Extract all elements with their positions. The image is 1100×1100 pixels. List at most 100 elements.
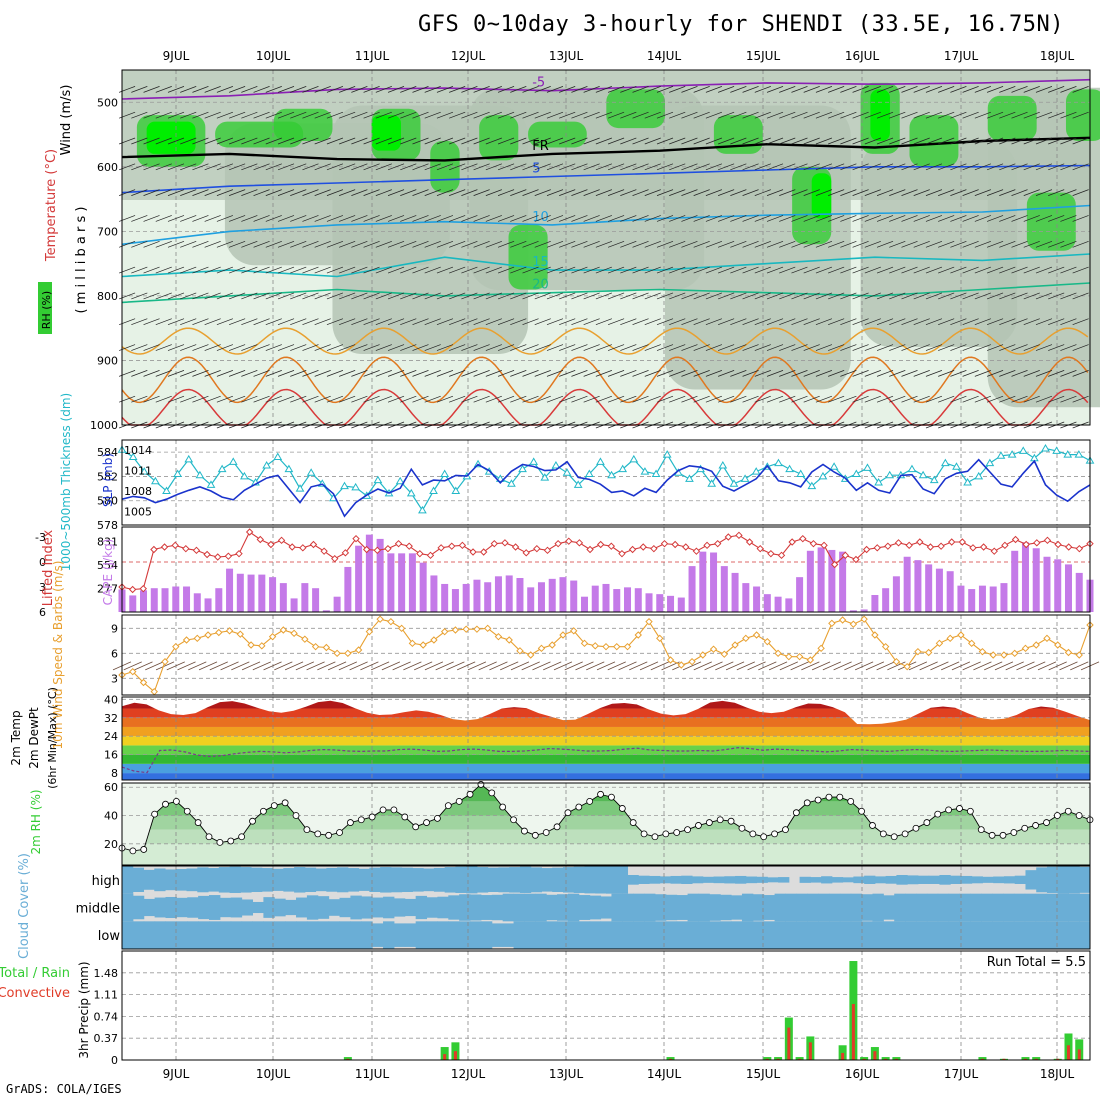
upper-wind-barb: [1072, 318, 1089, 326]
upper-wind-barb: [938, 240, 955, 248]
upper-wind-barb: [326, 266, 344, 274]
thickness-marker-25: [395, 476, 405, 485]
cloud-high-29: [433, 867, 446, 892]
upper-wind-barb: [620, 137, 637, 145]
upper-wind-barb: [1048, 86, 1065, 93]
upper-wind-barb: [913, 240, 930, 248]
upper-wind-barb: [595, 86, 612, 93]
upper-wind-barb: [986, 266, 1004, 274]
rh2m-marker-64: [814, 796, 822, 804]
rh2m-marker-56: [727, 817, 735, 825]
upper-wind-barb: [522, 370, 539, 377]
upper-wind-barb: [925, 86, 943, 93]
cloud-middle-46: [622, 893, 634, 922]
upper-wind-barb: [461, 137, 478, 145]
upper-wind-barb: [718, 344, 735, 351]
upper-wind-barb: [999, 318, 1016, 326]
upper-wind-barb: [204, 215, 221, 222]
wind10-marker-54: [699, 651, 707, 659]
upper-wind-barb: [779, 370, 796, 377]
rh2m-marker-88: [1075, 812, 1083, 819]
upper-wind-barb: [705, 266, 723, 274]
upper-wind-barb: [766, 86, 784, 93]
upper-wind-barb: [290, 318, 307, 326]
wind10-barb-11: [231, 661, 250, 671]
upper-wind-barb: [803, 292, 820, 300]
slp-tick-3: 1005: [124, 505, 152, 518]
upper-wind-barb: [1023, 370, 1040, 377]
upper-wind-barb: [522, 215, 539, 222]
upper-wind-barb: [730, 189, 747, 196]
thickness-marker-27: [418, 505, 427, 514]
upper-wind-barb: [705, 240, 723, 248]
li-marker-64: [799, 534, 807, 543]
upper-wind-barb: [314, 215, 331, 222]
upper-wind-barb: [840, 344, 857, 351]
wind10-barb-7: [188, 661, 207, 671]
upper-wind-barb: [143, 137, 160, 145]
cloud-low-7: [198, 921, 210, 949]
upper-wind-barb: [1048, 344, 1065, 351]
upper-wind-barb: [1011, 163, 1028, 171]
wind10-marker-30: [440, 627, 449, 636]
upper-wind-barb: [241, 215, 258, 222]
upper-wind-barb: [1023, 86, 1040, 93]
upper-wind-barb: [314, 395, 331, 403]
upper-wind-barb: [718, 86, 735, 93]
upper-wind-barb: [375, 318, 392, 326]
wind10-marker-16: [290, 629, 298, 638]
upper-wind-barb: [534, 215, 551, 222]
upper-wind-barb: [595, 344, 612, 351]
upper-wind-barb: [143, 240, 160, 248]
upper-wind-barb: [644, 163, 661, 171]
li-marker-26: [394, 539, 403, 548]
upper-wind-barb: [705, 163, 723, 171]
upper-wind-barb: [400, 370, 417, 377]
upper-wind-barb: [595, 395, 612, 403]
upper-wind-barb: [241, 370, 258, 377]
upper-wind-barb: [962, 163, 979, 171]
rh2m-marker-33: [477, 781, 485, 788]
upper-wind-barb: [595, 370, 612, 377]
wind10-marker-22: [354, 646, 363, 654]
rh2m-marker-66: [836, 793, 844, 801]
rh2m-marker-7: [194, 819, 202, 826]
cape-bar-7: [193, 593, 201, 612]
upper-wind-barb: [632, 215, 649, 222]
upper-wind-barb: [669, 240, 686, 248]
rh2m-marker-15: [281, 799, 289, 807]
upper-wind-barb: [656, 189, 674, 196]
upper-wind-barb: [510, 163, 527, 171]
wind10-barb-74: [908, 661, 928, 671]
upper-wind-barb: [302, 240, 319, 248]
thickness-marker-20: [340, 481, 349, 490]
upper-wind-barb: [522, 395, 539, 403]
upper-wind-barb: [216, 189, 234, 196]
upper-wind-barb: [950, 163, 967, 171]
rh2m-marker-25: [390, 806, 398, 814]
upper-wind-barb: [1060, 318, 1077, 326]
upper-wind-barb: [155, 240, 172, 248]
upper-wind-barb: [632, 163, 649, 171]
upper-wind-barb: [852, 163, 869, 171]
upper-wind-barb: [644, 240, 661, 248]
thickness-marker-36: [518, 464, 527, 473]
upper-wind-barb: [253, 344, 270, 351]
wind10-barb-29: [424, 661, 444, 671]
upper-wind-barb: [999, 344, 1016, 351]
cloud-low-49: [654, 921, 667, 949]
upper-wind-barb: [424, 111, 441, 119]
precip-total-bar-69: [860, 1057, 869, 1060]
wind10-barb-26: [392, 661, 411, 671]
cape-bar-36: [505, 575, 513, 612]
isotherm-label-4: 15: [532, 255, 549, 270]
upper-wind-barb: [290, 240, 307, 248]
upper-wind-barb: [485, 266, 502, 274]
cloud-low-60: [774, 921, 786, 949]
slp-line: [121, 458, 1091, 518]
upper-wind-barb: [253, 86, 270, 93]
li-marker-80: [969, 544, 977, 552]
upper-wind-barb: [241, 189, 258, 196]
li-marker-44: [586, 545, 594, 554]
rh2m-marker-82: [1010, 829, 1018, 836]
